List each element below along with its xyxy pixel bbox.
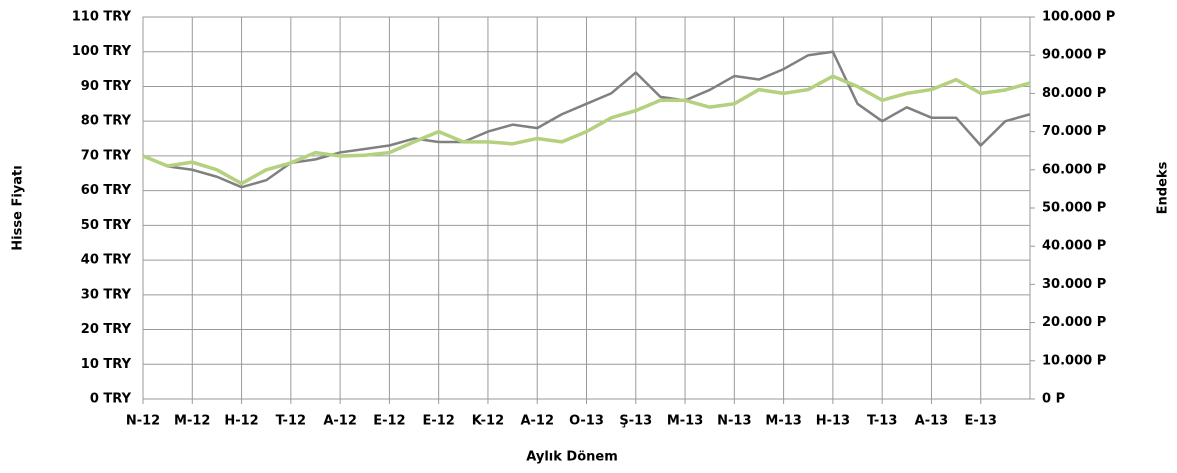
x-tick-label: H-13 — [816, 414, 850, 429]
x-tick-label: T-12 — [276, 414, 306, 429]
x-tick-label: T-13 — [867, 414, 897, 429]
y-tick-label: 50 TRY — [81, 218, 132, 233]
y-tick-label: 70 TRY — [81, 148, 132, 163]
x-axis-title: Aylık Dönem — [526, 450, 618, 465]
x-tick-label: A-12 — [323, 414, 357, 429]
x-tick-label: N-13 — [717, 414, 751, 429]
y-tick-label: 20 TRY — [81, 322, 132, 337]
x-tick-label: H-12 — [224, 414, 258, 429]
y-tick-label: 110 TRY — [72, 10, 132, 25]
y2-tick-label: 80.000 P — [1042, 86, 1106, 101]
y2-tick-label: 90.000 P — [1042, 48, 1106, 63]
y-tick-label: 30 TRY — [81, 287, 132, 302]
x-tick-label: E-12 — [373, 414, 405, 429]
y-tick-label: 100 TRY — [72, 44, 132, 59]
y2-tick-label: 60.000 P — [1042, 162, 1106, 177]
y2-axis-title: Endeks — [1156, 161, 1171, 214]
series-line — [142, 74, 1031, 186]
x-tick-label: M-12 — [174, 414, 210, 429]
y-tick-label: 90 TRY — [81, 79, 132, 94]
y2-tick-label: 20.000 P — [1042, 315, 1106, 330]
x-tick-label: E-13 — [965, 414, 997, 429]
x-tick-label: E-12 — [422, 414, 454, 429]
y2-tick-label: 30.000 P — [1042, 277, 1106, 292]
x-tick-label: M-13 — [765, 414, 801, 429]
y2-tick-label: 10.000 P — [1042, 353, 1106, 368]
x-tick-label: M-13 — [667, 414, 703, 429]
y-tick-label: 40 TRY — [81, 253, 132, 268]
y2-tick-label: 50.000 P — [1042, 201, 1106, 216]
x-tick-label: A-12 — [520, 414, 554, 429]
x-tick-label: O-13 — [569, 414, 604, 429]
y2-tick-label: 0 P — [1042, 392, 1065, 407]
y2-tick-label: 70.000 P — [1042, 124, 1106, 139]
y-axis-title: Hisse Fiyatı — [11, 165, 26, 250]
y-tick-label: 60 TRY — [81, 183, 132, 198]
y2-tick-label: 100.000 P — [1042, 10, 1115, 25]
y-tick-label: 10 TRY — [81, 357, 132, 372]
x-tick-label: Ş-13 — [619, 414, 652, 429]
y-tick-label: 0 TRY — [90, 392, 132, 407]
x-tick-label: A-13 — [915, 414, 949, 429]
x-tick-label: N-12 — [126, 414, 160, 429]
y2-tick-label: 40.000 P — [1042, 239, 1106, 254]
y-tick-label: 80 TRY — [81, 114, 132, 129]
x-tick-label: K-12 — [472, 414, 504, 429]
